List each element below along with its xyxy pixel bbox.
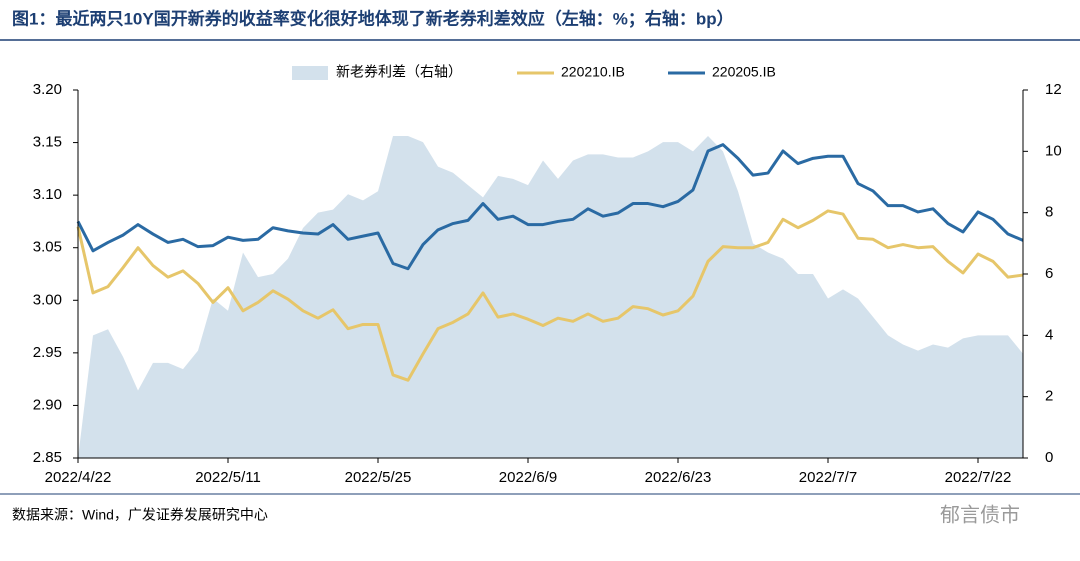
y2-tick-label: 2 xyxy=(1045,388,1053,405)
y2-tick-label: 8 xyxy=(1045,204,1053,221)
x-tick-label: 2022/4/22 xyxy=(45,469,112,486)
legend-swatch xyxy=(292,66,328,80)
watermark: 郁言债市 xyxy=(940,503,1020,526)
y-tick-label: 2.85 xyxy=(33,449,62,466)
y2-tick-label: 6 xyxy=(1045,265,1053,282)
y-tick-label: 2.95 xyxy=(33,344,62,361)
y2-tick-label: 10 xyxy=(1045,142,1062,159)
chart-title: 图1：最近两只10Y国开新券的收益率变化很好地体现了新老券利差效应（左轴：%；右… xyxy=(12,8,734,28)
legend-label: 220210.IB xyxy=(561,64,625,80)
y-tick-label: 3.15 xyxy=(33,134,62,151)
y-tick-label: 2.90 xyxy=(33,396,62,413)
line xyxy=(76,209,1024,382)
y-tick-label: 3.00 xyxy=(33,291,62,308)
y-tick-label: 3.20 xyxy=(33,81,62,98)
legend-label: 新老券利差（右轴） xyxy=(336,64,462,80)
y-tick-label: 3.05 xyxy=(33,239,62,256)
source: 数据来源：Wind，广发证券发展研究中心 xyxy=(12,507,268,523)
x-tick-label: 2022/7/22 xyxy=(945,469,1012,486)
x-tick-label: 2022/6/9 xyxy=(499,469,557,486)
y2-tick-label: 0 xyxy=(1045,449,1053,466)
x-tick-label: 2022/5/11 xyxy=(195,469,261,486)
y-tick-label: 3.10 xyxy=(33,186,62,203)
x-tick-label: 2022/6/23 xyxy=(645,469,712,486)
legend-label: 220205.IB xyxy=(712,64,776,80)
x-tick-label: 2022/5/25 xyxy=(345,469,412,486)
y2-tick-label: 12 xyxy=(1045,81,1062,98)
y2-tick-label: 4 xyxy=(1045,326,1053,343)
line xyxy=(76,143,1024,271)
area xyxy=(78,136,1023,458)
x-tick-label: 2022/7/7 xyxy=(799,469,857,486)
